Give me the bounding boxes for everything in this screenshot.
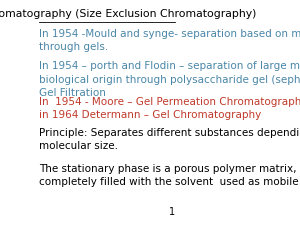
- Text: In 1954 – porth and Flodin – separation of large molecule from
biological origin: In 1954 – porth and Flodin – separation …: [39, 61, 300, 98]
- Text: 1: 1: [169, 207, 175, 217]
- Text: In  1954 - Moore – Gel Permeation Chromatography
in 1964 Determann – Gel Chromat: In 1954 - Moore – Gel Permeation Chromat…: [39, 97, 300, 120]
- Text: The stationary phase is a porous polymer matrix, pores are
completely filled wit: The stationary phase is a porous polymer…: [39, 164, 300, 187]
- Text: Gel Chromatography (Size Exclusion Chromatography): Gel Chromatography (Size Exclusion Chrom…: [0, 9, 256, 19]
- Text: Principle: Separates different substances depending on their
molecular size.: Principle: Separates different substance…: [39, 128, 300, 151]
- Text: In 1954 -Mould and synge- separation based on molecular seiving
through gels.: In 1954 -Mould and synge- separation bas…: [39, 29, 300, 52]
